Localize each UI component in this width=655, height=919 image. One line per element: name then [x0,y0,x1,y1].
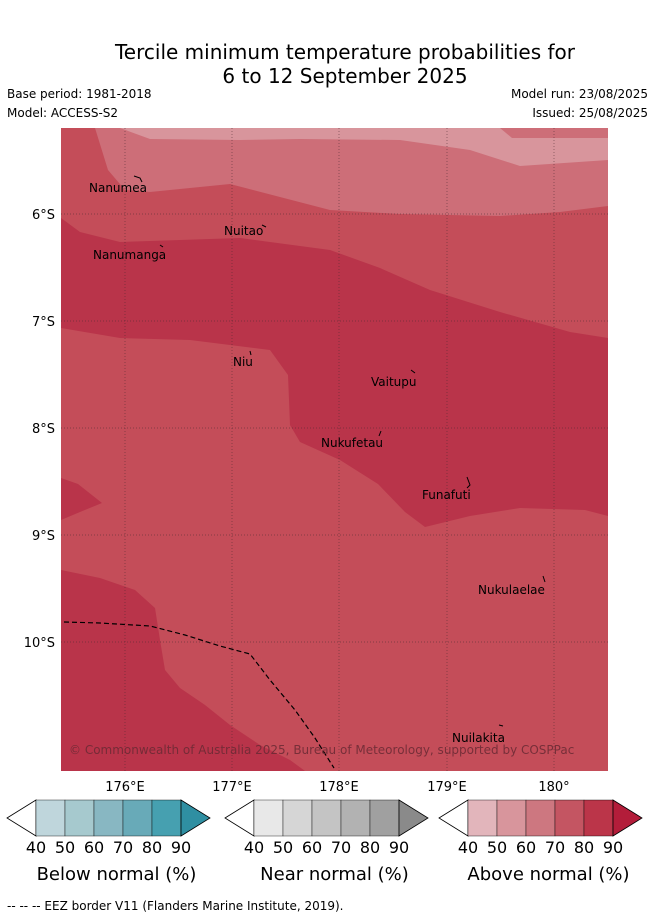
lon-label-179e: 179°E [427,780,467,795]
colorbar-near-tick-label: 80 [360,838,380,857]
colorbar-below: 40 50 60 70 80 90 Below normal (%) [6,799,211,885]
title-line-1: Tercile minimum temperature probabilitie… [114,40,576,64]
colorbar-above: 40 50 60 70 80 90 Above normal (%) [438,799,643,885]
colorbar-above-tick-label: 40 [458,838,478,857]
lat-label-9s: 9°S [32,529,55,544]
island-label-nuitao: Nuitao [224,224,263,238]
island-label-nukulaelae: Nukulaelae [478,583,545,597]
island-label-vaitupu: Vaitupu [371,375,417,389]
colorbars: 40 50 60 70 80 90 Below normal (%) 40 50 60 70 80 90… [6,799,643,885]
colorbar-below-tick-label: 60 [84,838,104,857]
colorbar-above-tick-label: 80 [574,838,594,857]
band-above-80-west [61,478,102,520]
colorbar-below-tick-label: 90 [171,838,191,857]
colorbar-below-over-triangle [180,799,211,837]
band-above-80 [61,218,608,527]
issued-label: Issued: 25/08/2025 [532,106,648,120]
longitude-labels: 176°E 177°E 178°E 179°E 180° [105,780,569,795]
island-label-nukufetau: Nukufetau [321,436,383,450]
colorbar-near-segment [253,799,284,837]
colorbar-above-segment [554,799,585,837]
colorbar-below-segment [35,799,66,837]
island-label-nuilakita: Nuilakita [452,731,505,745]
copyright-notice: © Commonwealth of Australia 2025, Bureau… [69,743,574,757]
colorbar-above-tick-label: 50 [487,838,507,857]
island-label-nanumea: Nanumea [89,181,147,195]
colorbar-near-segment [282,799,313,837]
colorbar-below-under-triangle [6,799,37,837]
colorbar-below-title: Below normal (%) [37,864,197,885]
island-label-nanumanga: Nanumanga [93,248,166,262]
colorbar-near-tick-label: 90 [389,838,409,857]
lon-label-180: 180° [538,780,569,795]
colorbar-near: 40 50 60 70 80 90 Near normal (%) [224,799,429,885]
colorbar-above-tick-label: 60 [516,838,536,857]
colorbar-below-segment [122,799,153,837]
band-above-50 [120,128,608,166]
lon-label-176e: 176°E [105,780,145,795]
colorbar-near-segment [369,799,400,837]
colorbar-below-tick-label: 50 [55,838,75,857]
model-label: Model: ACCESS-S2 [7,106,119,120]
band-above-80-southwest [61,570,305,771]
colorbar-near-tick-label: 50 [273,838,293,857]
colorbar-above-title: Above normal (%) [467,864,629,885]
colorbar-above-segment [496,799,527,837]
colorbar-below-segment [93,799,124,837]
colorbar-below-tick-label: 80 [142,838,162,857]
colorbar-below-segment [151,799,182,837]
colorbar-near-tick-label: 70 [331,838,351,857]
colorbar-near-over-triangle [398,799,429,837]
base-period-label: Base period: 1981-2018 [7,87,152,101]
lat-label-8s: 8°S [32,422,55,437]
lon-label-177e: 177°E [212,780,252,795]
title-line-2: 6 to 12 September 2025 [222,64,468,88]
map-title: Tercile minimum temperature probabilitie… [0,40,655,88]
lat-label-10s: 10°S [24,636,55,651]
lon-label-178e: 178°E [319,780,359,795]
colorbar-near-segment [340,799,371,837]
lat-label-7s: 7°S [32,315,55,330]
colorbar-near-tick-label: 60 [302,838,322,857]
colorbar-below-segment [64,799,95,837]
colorbar-near-tick-label: 40 [244,838,264,857]
colorbar-near-under-triangle [224,799,255,837]
model-run-label: Model run: 23/08/2025 [510,87,648,101]
island-outlines [133,175,546,727]
lat-label-6s: 6°S [32,208,55,223]
colorbar-above-over-triangle [612,799,643,837]
colorbar-above-tick-label: 70 [545,838,565,857]
graticule [61,128,608,771]
eez-footnote: -- -- -- EEZ border V11 (Flanders Marine… [7,899,344,913]
island-label-niu: Niu [233,355,253,369]
colorbar-above-under-triangle [438,799,469,837]
island-label-funafuti: Funafuti [422,488,471,502]
latitude-labels: 6°S 7°S 8°S 9°S 10°S [24,208,55,651]
island-labels: Nanumea Nuitao Nanumanga Niu Vaitupu Nuk… [89,181,545,745]
colorbar-above-segment [583,799,614,837]
probability-map: Nanumea Nuitao Nanumanga Niu Vaitupu Nuk… [61,128,608,771]
colorbar-near-title: Near normal (%) [260,864,409,885]
colorbar-above-segment [525,799,556,837]
colorbar-below-tick-label: 40 [26,838,46,857]
colorbar-near-segment [311,799,342,837]
colorbar-above-tick-label: 90 [603,838,623,857]
colorbar-above-segment [467,799,498,837]
colorbar-below-tick-label: 70 [113,838,133,857]
